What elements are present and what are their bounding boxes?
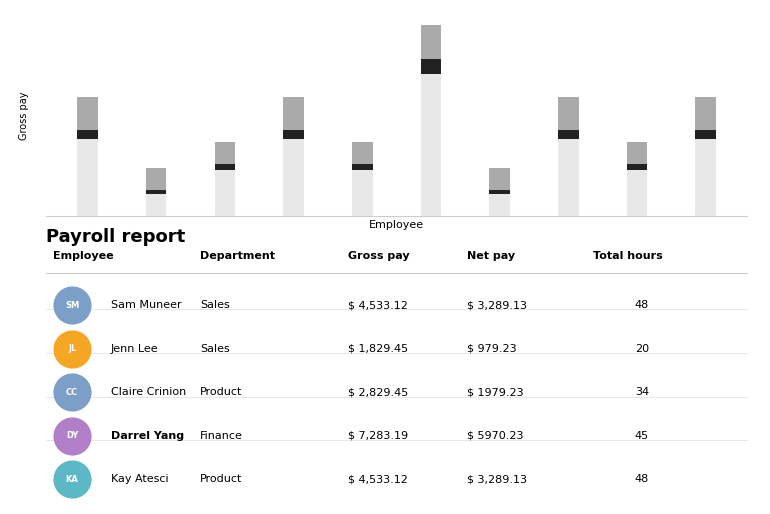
- Text: DY: DY: [66, 431, 79, 440]
- Text: 45: 45: [634, 431, 649, 441]
- Text: JL: JL: [68, 344, 76, 353]
- Bar: [489, 168, 510, 190]
- Bar: [283, 139, 304, 216]
- Bar: [695, 139, 716, 216]
- Point: [66, 475, 79, 484]
- Bar: [627, 164, 648, 170]
- Bar: [146, 168, 166, 190]
- Bar: [77, 139, 98, 216]
- Point: [66, 432, 79, 440]
- Text: $ 4,533.12: $ 4,533.12: [347, 300, 407, 310]
- Text: Payroll report: Payroll report: [46, 228, 186, 246]
- Bar: [627, 170, 648, 216]
- Text: Kay Atesci: Kay Atesci: [111, 474, 169, 484]
- Text: Sales: Sales: [200, 300, 230, 310]
- Text: 48: 48: [634, 474, 649, 484]
- Bar: [215, 142, 235, 164]
- Bar: [146, 194, 166, 216]
- Text: Claire Crinion: Claire Crinion: [111, 388, 186, 397]
- Bar: [558, 97, 578, 130]
- Bar: [420, 25, 441, 60]
- Point: [66, 301, 79, 309]
- Bar: [283, 97, 304, 130]
- Text: Darrel Yang: Darrel Yang: [111, 431, 184, 441]
- Text: $ 2,829.45: $ 2,829.45: [347, 388, 408, 397]
- Bar: [352, 142, 373, 164]
- Bar: [215, 164, 235, 170]
- Bar: [352, 170, 373, 216]
- Bar: [489, 190, 510, 194]
- Text: Sales: Sales: [200, 344, 230, 354]
- Text: CC: CC: [66, 388, 79, 397]
- Bar: [695, 97, 716, 130]
- Bar: [77, 130, 98, 139]
- Bar: [627, 142, 648, 164]
- Text: $ 4,533.12: $ 4,533.12: [347, 474, 407, 484]
- Bar: [77, 97, 98, 130]
- Text: Total hours: Total hours: [593, 251, 662, 261]
- Point: [66, 345, 79, 353]
- Text: Department: Department: [200, 251, 276, 261]
- Text: 20: 20: [634, 344, 649, 354]
- Bar: [489, 194, 510, 216]
- Text: Employee: Employee: [53, 251, 114, 261]
- Y-axis label: Gross pay: Gross pay: [18, 91, 28, 140]
- Text: KA: KA: [65, 475, 79, 484]
- Point: [66, 388, 79, 396]
- Text: $ 5970.23: $ 5970.23: [467, 431, 523, 441]
- Bar: [146, 190, 166, 194]
- Text: 48: 48: [634, 300, 649, 310]
- Text: Sam Muneer: Sam Muneer: [111, 300, 181, 310]
- Bar: [420, 74, 441, 216]
- Text: Product: Product: [200, 388, 243, 397]
- Bar: [558, 130, 578, 139]
- Text: 34: 34: [634, 388, 649, 397]
- Bar: [215, 170, 235, 216]
- Bar: [283, 130, 304, 139]
- Text: $ 7,283.19: $ 7,283.19: [347, 431, 407, 441]
- Text: Gross pay: Gross pay: [347, 251, 409, 261]
- Text: Product: Product: [200, 474, 243, 484]
- Text: $ 979.23: $ 979.23: [467, 344, 516, 354]
- Bar: [420, 60, 441, 74]
- Text: Jenn Lee: Jenn Lee: [111, 344, 159, 354]
- Text: Finance: Finance: [200, 431, 243, 441]
- X-axis label: Employee: Employee: [369, 220, 424, 230]
- Bar: [558, 139, 578, 216]
- Text: $ 1979.23: $ 1979.23: [467, 388, 524, 397]
- Text: $ 3,289.13: $ 3,289.13: [467, 474, 527, 484]
- Text: $ 1,829.45: $ 1,829.45: [347, 344, 407, 354]
- Bar: [352, 164, 373, 170]
- Text: SM: SM: [65, 301, 79, 310]
- Text: Net pay: Net pay: [467, 251, 514, 261]
- Text: $ 3,289.13: $ 3,289.13: [467, 300, 527, 310]
- Bar: [695, 130, 716, 139]
